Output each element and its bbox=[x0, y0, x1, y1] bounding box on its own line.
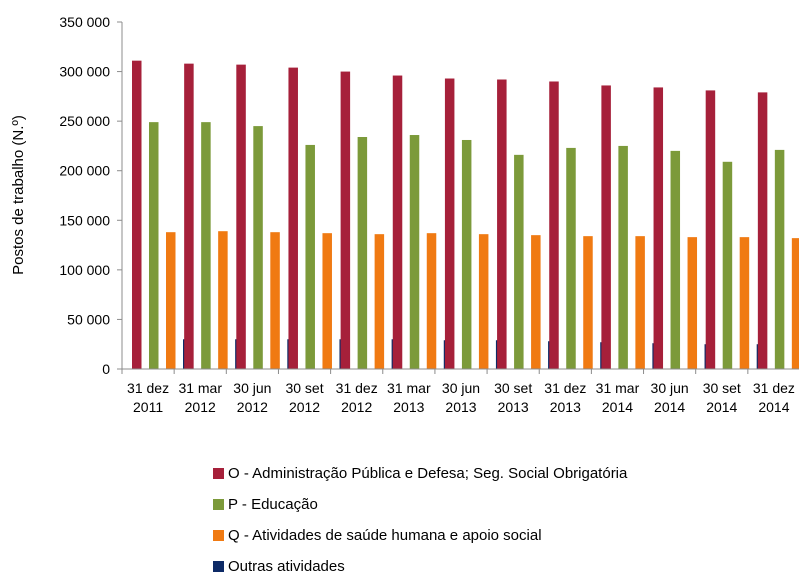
bar-1 bbox=[549, 81, 559, 369]
bar-1 bbox=[757, 92, 768, 370]
legend: O - Administração Pública e Defesa; Seg.… bbox=[213, 458, 627, 582]
bar-1 bbox=[184, 63, 194, 369]
y-tick-label: 300 000 bbox=[59, 64, 110, 80]
y-tick-label: 350 000 bbox=[59, 14, 110, 30]
legend-swatch bbox=[213, 561, 224, 572]
x-tick-label-year: 2011 bbox=[133, 399, 163, 415]
x-tick-label: 30 jun bbox=[233, 380, 271, 396]
legend-label: O - Administração Pública e Defesa; Seg.… bbox=[228, 465, 628, 482]
bar-1 bbox=[653, 87, 664, 369]
bar-2 bbox=[774, 149, 785, 369]
y-tick-label: 0 bbox=[102, 361, 110, 377]
x-tick-label-year: 2012 bbox=[341, 399, 372, 415]
bar-3 bbox=[739, 237, 750, 369]
bar-2 bbox=[253, 126, 263, 369]
x-tick-label: 31 dez bbox=[336, 380, 378, 396]
x-tick-label: 31 dez bbox=[544, 380, 586, 396]
legend-item: O - Administração Pública e Defesa; Seg.… bbox=[213, 458, 627, 489]
y-axis-ticks: 0 50 000 100 000 150 000 200 000 250 000 300 0… bbox=[59, 14, 122, 377]
x-tick-label-year: 2012 bbox=[237, 399, 268, 415]
bar-2 bbox=[722, 161, 733, 369]
x-tick-label-year: 2012 bbox=[289, 399, 320, 415]
bar-3 bbox=[166, 232, 176, 369]
bar-3 bbox=[218, 231, 228, 369]
bar-2 bbox=[305, 144, 315, 369]
bar-2 bbox=[409, 135, 420, 369]
x-tick-label-year: 2014 bbox=[758, 399, 789, 415]
x-tick-label-year: 2013 bbox=[445, 399, 476, 415]
bar-3 bbox=[426, 233, 437, 369]
bar-1 bbox=[392, 75, 403, 369]
bar-2 bbox=[514, 154, 524, 369]
x-tick-label: 30 jun bbox=[442, 380, 480, 396]
x-tick-label-year: 2012 bbox=[185, 399, 216, 415]
bar-chart: Postos de trabalho (N.º) 0 50 000 100 000 1… bbox=[10, 14, 799, 415]
bar-2 bbox=[201, 122, 211, 370]
bar-1 bbox=[705, 90, 716, 369]
x-tick-label-year: 2013 bbox=[550, 399, 581, 415]
y-tick-label: 150 000 bbox=[59, 212, 110, 228]
x-tick-label-year: 2014 bbox=[602, 399, 633, 415]
x-axis-ticks: 31 dez 2011 31 mar 2012 30 jun 2012 30 set 2012… bbox=[121, 369, 795, 415]
y-tick-label: 200 000 bbox=[59, 163, 110, 179]
bar-2 bbox=[618, 145, 628, 369]
bar-3 bbox=[374, 234, 385, 369]
bar-3 bbox=[322, 233, 332, 369]
x-tick-label: 30 set bbox=[703, 380, 741, 396]
x-tick-label-year: 2013 bbox=[498, 399, 529, 415]
y-tick-label: 50 000 bbox=[67, 311, 110, 327]
bar-1 bbox=[340, 71, 351, 370]
legend-item: P - Educação bbox=[213, 489, 627, 520]
bar-1 bbox=[444, 78, 455, 370]
x-tick-label: 31 dez bbox=[127, 380, 169, 396]
x-tick-label: 31 mar bbox=[596, 380, 640, 396]
bar-1 bbox=[601, 85, 611, 370]
bar-1 bbox=[288, 67, 298, 369]
legend-item: Outras atividades bbox=[213, 551, 627, 582]
bar-2 bbox=[149, 122, 159, 370]
bar-3 bbox=[635, 236, 645, 369]
bar-3 bbox=[270, 232, 280, 369]
bar-1 bbox=[497, 79, 507, 369]
y-tick-label: 100 000 bbox=[59, 262, 110, 278]
x-tick-label: 31 mar bbox=[387, 380, 431, 396]
bar-3 bbox=[583, 236, 593, 369]
x-tick-label-year: 2013 bbox=[393, 399, 424, 415]
legend-swatch bbox=[213, 530, 224, 541]
bar-1 bbox=[236, 64, 246, 369]
legend-label: P - Educação bbox=[228, 496, 318, 513]
y-tick-label: 250 000 bbox=[59, 113, 110, 129]
x-tick-label-year: 2014 bbox=[706, 399, 737, 415]
x-tick-label: 31 dez bbox=[753, 380, 795, 396]
bar-1 bbox=[132, 60, 142, 370]
bar-3 bbox=[687, 237, 698, 369]
bar-2 bbox=[566, 147, 576, 369]
bar-2 bbox=[357, 137, 368, 369]
bar-3 bbox=[478, 234, 489, 369]
legend-label: Outras atividades bbox=[228, 558, 345, 575]
x-tick-label-year: 2014 bbox=[654, 399, 685, 415]
bar-3 bbox=[531, 235, 541, 369]
bar-2 bbox=[670, 150, 681, 369]
x-tick-label: 30 set bbox=[494, 380, 532, 396]
bars bbox=[132, 60, 799, 370]
x-tick-label: 31 mar bbox=[178, 380, 222, 396]
bar-2 bbox=[461, 139, 472, 369]
legend-label: Q - Atividades de saúde humana e apoio s… bbox=[228, 527, 542, 544]
y-axis-label: Postos de trabalho (N.º) bbox=[10, 115, 27, 275]
legend-item: Q - Atividades de saúde humana e apoio s… bbox=[213, 520, 627, 551]
x-tick-label: 30 jun bbox=[651, 380, 689, 396]
legend-swatch bbox=[213, 468, 224, 479]
x-tick-label: 30 set bbox=[285, 380, 323, 396]
legend-swatch bbox=[213, 499, 224, 510]
bar-3 bbox=[791, 238, 799, 369]
